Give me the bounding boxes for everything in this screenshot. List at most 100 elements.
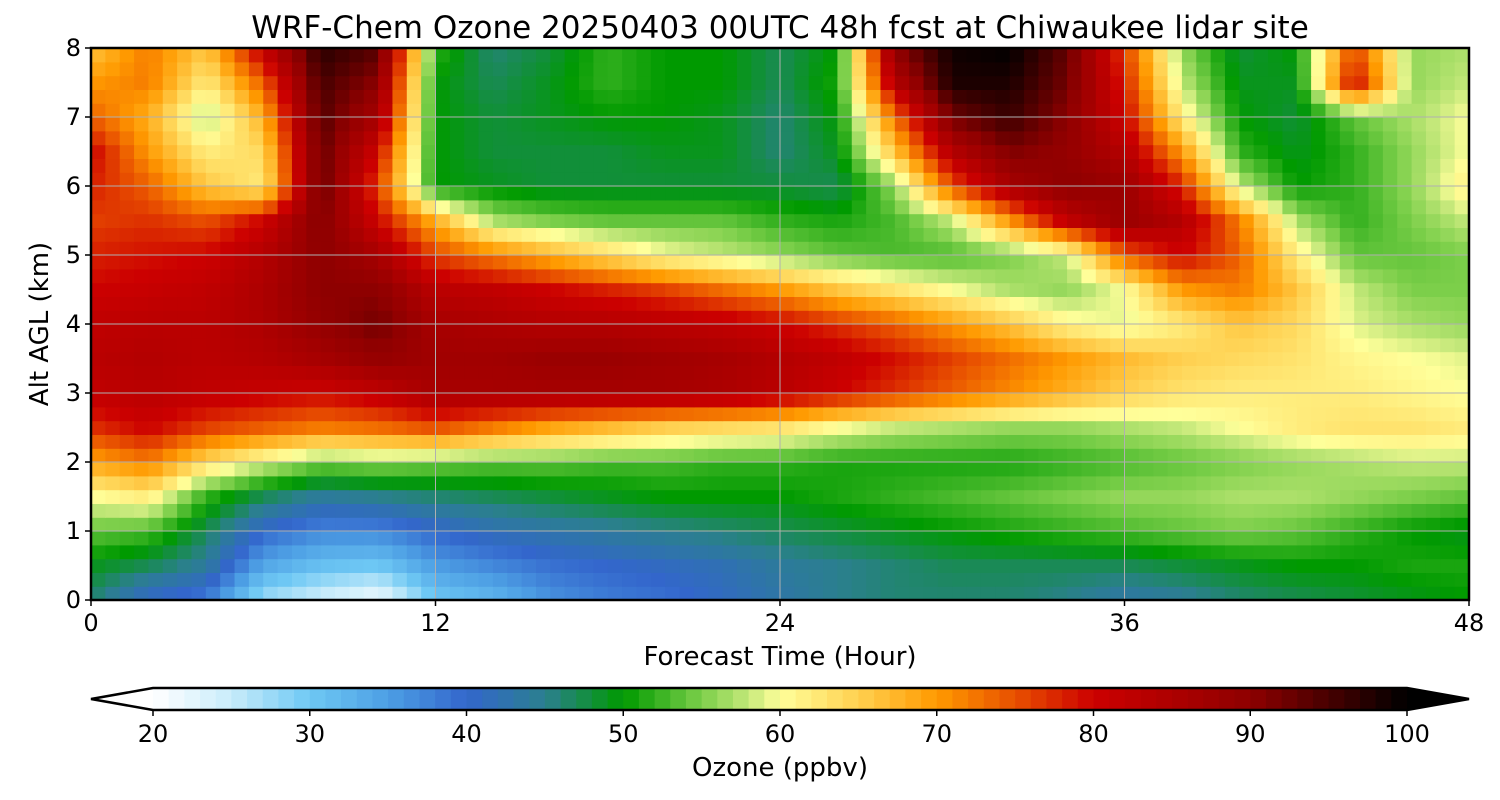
ozone-cell — [1138, 144, 1154, 159]
ozone-cell — [1110, 489, 1126, 504]
ozone-cell — [808, 434, 824, 449]
ozone-cell — [937, 324, 953, 339]
ozone-cell — [1081, 462, 1097, 477]
ozone-cell — [320, 130, 336, 146]
ozone-cell — [780, 558, 795, 573]
ozone-cell — [177, 337, 193, 353]
ozone-cell — [119, 144, 135, 159]
ozone-cell — [1311, 213, 1327, 228]
ozone-cell — [1024, 489, 1039, 504]
ozone-cell — [535, 130, 551, 146]
ozone-cell — [91, 462, 106, 477]
ozone-cell — [837, 255, 853, 270]
ozone-cell — [478, 282, 494, 297]
ozone-cell — [1081, 213, 1097, 228]
ozone-cell — [1239, 586, 1255, 600]
ozone-cell — [679, 489, 695, 504]
ozone-cell — [780, 462, 795, 477]
ozone-cell — [535, 89, 551, 104]
ozone-cell — [980, 213, 996, 228]
ozone-cell — [1181, 324, 1197, 339]
ozone-cell — [866, 462, 882, 477]
ozone-cell — [1181, 241, 1197, 256]
ozone-cell — [995, 558, 1011, 573]
ozone-cell — [521, 434, 537, 449]
ozone-cell — [909, 130, 925, 146]
ozone-cell — [1411, 572, 1427, 587]
ozone-cell — [736, 75, 752, 90]
ozone-cell — [349, 365, 365, 380]
ozone-cell — [521, 586, 537, 600]
ozone-cell — [1181, 103, 1197, 118]
ozone-cell — [780, 434, 795, 449]
ozone-cell — [650, 503, 666, 518]
ozone-cell — [607, 199, 623, 215]
ozone-cell — [492, 282, 508, 297]
ozone-cell — [1325, 241, 1341, 256]
ozone-cell — [1210, 406, 1226, 422]
ozone-cell — [162, 406, 178, 422]
ozone-cell — [1253, 475, 1269, 491]
ozone-cell — [177, 158, 193, 173]
ozone-cell — [220, 296, 236, 311]
ozone-cell — [1382, 61, 1398, 77]
ozone-cell — [1440, 199, 1456, 215]
ozone-cell — [1311, 186, 1327, 201]
ozone-cell — [449, 158, 465, 173]
ozone-cell — [1368, 310, 1384, 325]
ozone-cell — [277, 296, 293, 311]
ozone-cell — [550, 130, 566, 146]
ozone-cell — [909, 531, 925, 546]
ozone-cell — [866, 420, 882, 435]
ozone-cell — [1354, 475, 1370, 491]
ozone-cell — [521, 503, 537, 518]
ozone-cell — [1224, 324, 1240, 339]
ozone-cell — [492, 517, 508, 532]
ozone-cell — [277, 531, 293, 546]
ozone-cell — [607, 48, 623, 63]
ozone-cell — [1325, 531, 1341, 546]
ozone-cell — [306, 324, 322, 339]
ozone-cell — [191, 75, 207, 90]
ozone-cell — [349, 199, 365, 215]
ozone-cell — [1153, 103, 1169, 118]
ozone-cell — [263, 531, 279, 546]
ozone-cell — [421, 462, 437, 477]
ozone-cell — [708, 296, 724, 311]
ozone-cell — [492, 393, 508, 408]
ozone-cell — [550, 379, 566, 394]
ozone-cell — [148, 48, 164, 63]
ozone-cell — [880, 227, 896, 242]
ozone-cell — [1325, 420, 1341, 435]
ozone-cell — [378, 531, 394, 546]
ozone-cell — [1067, 241, 1083, 256]
ozone-cell — [837, 503, 853, 518]
ozone-cell — [234, 365, 250, 380]
ozone-cell — [564, 544, 580, 560]
ozone-cell — [550, 310, 566, 325]
ozone-cell — [1009, 475, 1025, 491]
ozone-cell — [521, 61, 537, 77]
ozone-cell — [392, 475, 408, 491]
ozone-cell — [650, 434, 666, 449]
ozone-cell — [837, 186, 853, 201]
ozone-cell — [851, 586, 867, 600]
ozone-cell — [162, 544, 178, 560]
ozone-cell — [277, 310, 293, 325]
ozone-cell — [1224, 172, 1240, 187]
ozone-cell — [349, 420, 365, 435]
ozone-cell — [1339, 544, 1355, 560]
ozone-cell — [736, 489, 752, 504]
ozone-cell — [162, 379, 178, 394]
ozone-cell — [1095, 351, 1111, 366]
ozone-cell — [1181, 213, 1197, 228]
ozone-cell — [679, 241, 695, 256]
ozone-cell — [1454, 227, 1469, 242]
ozone-cell — [406, 282, 422, 297]
ozone-cell — [435, 213, 451, 228]
ozone-cell — [607, 503, 623, 518]
ozone-cell — [220, 268, 236, 284]
y-tick-label: 2 — [66, 448, 81, 476]
ozone-cell — [751, 213, 767, 228]
ozone-cell — [765, 310, 781, 325]
